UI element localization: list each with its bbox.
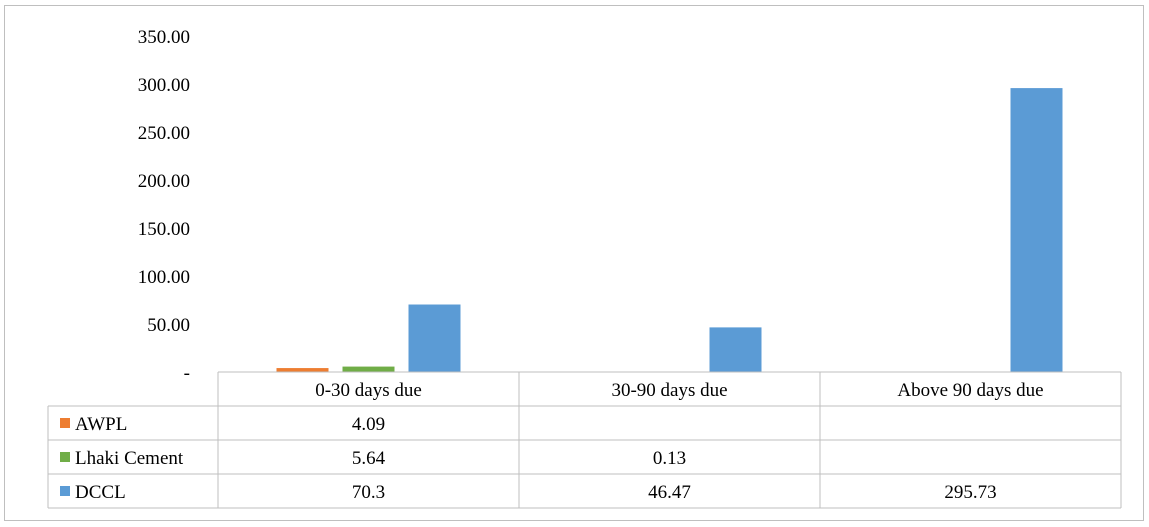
data-table: 0-30 days due 30-90 days due Above 90 days… <box>47 371 1122 509</box>
bars <box>276 88 1063 373</box>
y-axis: - 50.00 100.00 150.00 200.00 250.00 300.00 350.… <box>138 27 190 384</box>
data-label: 295.73 <box>944 482 996 503</box>
y-tick-label: 300.00 <box>138 75 190 96</box>
bar-dccl <box>1010 88 1063 373</box>
legend-swatch <box>60 486 70 496</box>
data-label: 70.3 <box>352 482 385 503</box>
bar-dccl <box>709 327 762 372</box>
legend-label: AWPL <box>75 414 127 435</box>
y-tick-label: - <box>184 363 190 384</box>
x-category-label: 0-30 days due <box>315 380 422 401</box>
y-tick-label: 100.00 <box>138 267 190 288</box>
y-tick-label: 150.00 <box>138 219 190 240</box>
bar-dccl <box>408 304 461 372</box>
y-tick-label: 250.00 <box>138 123 190 144</box>
data-label: 46.47 <box>648 482 691 503</box>
bar-awpl <box>276 368 329 372</box>
legend-label: DCCL <box>75 482 126 503</box>
legend-swatch <box>60 452 70 462</box>
legend-swatch <box>60 418 70 428</box>
y-tick-label: 50.00 <box>147 315 190 336</box>
chart-frame <box>4 5 1144 521</box>
bar-lhaki-cement <box>342 366 395 372</box>
data-label: 5.64 <box>352 448 386 469</box>
data-label: 0.13 <box>653 448 686 469</box>
x-category-label: 30-90 days due <box>611 380 727 401</box>
y-tick-label: 350.00 <box>138 27 190 48</box>
legend-label: Lhaki Cement <box>75 448 184 469</box>
data-label: 4.09 <box>352 414 385 435</box>
x-category-label: Above 90 days due <box>897 380 1043 401</box>
y-tick-label: 200.00 <box>138 171 190 192</box>
